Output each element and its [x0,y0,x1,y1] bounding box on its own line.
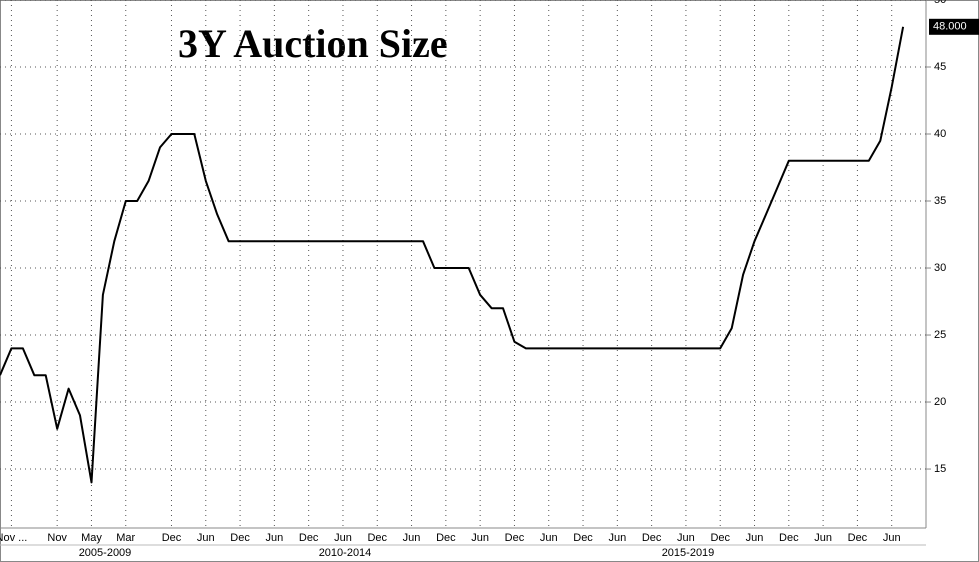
x-tick-label: Dec [710,532,730,544]
x-tick-label: Nov [47,532,67,544]
x-tick-label: Mar [116,532,135,544]
value-label-box [929,18,979,35]
y-tick-label: 30 [934,262,946,274]
x-tick-label: Jun [334,532,352,544]
x-tick-label: Jun [814,532,832,544]
x-tick-label: Nov ... [0,532,27,544]
x-tick-label: Dec [573,532,593,544]
x-tick-label: Dec [505,532,525,544]
x-tick-label: Dec [779,532,799,544]
y-tick-label: 20 [934,396,946,408]
chart-title: 3Y Auction Size [178,21,448,66]
x-tick-label: Jun [746,532,764,544]
x-tick-label: Jun [403,532,421,544]
x-tick-label: Dec [162,532,182,544]
y-tick-label: 35 [934,195,946,207]
x-group-label: 2005-2009 [79,547,132,559]
x-tick-label: Dec [230,532,250,544]
y-tick-label: 15 [934,463,946,475]
y-tick-label: 40 [934,128,946,140]
x-tick-label: Jun [677,532,695,544]
y-tick-label: 50 [934,0,946,6]
x-tick-label: Jun [540,532,558,544]
x-tick-label: Jun [883,532,901,544]
line [0,26,905,484]
x-tick-label: Dec [436,532,456,544]
x-tick-label: Jun [608,532,626,544]
x-group-label: 2010-2014 [319,547,372,559]
y-tick-label: 25 [934,329,946,341]
x-tick-label: Dec [642,532,662,544]
x-tick-label: Jun [197,532,215,544]
x-tick-label: Dec [848,532,868,544]
x-tick-label: May [81,532,102,544]
x-group-label: 2015-2019 [662,547,715,559]
x-tick-label: Jun [265,532,283,544]
x-tick-label: Dec [299,532,319,544]
value-label: 48.000 [933,21,967,33]
x-tick-label: Jun [471,532,489,544]
y-tick-label: 45 [934,61,946,73]
x-tick-label: Dec [367,532,387,544]
